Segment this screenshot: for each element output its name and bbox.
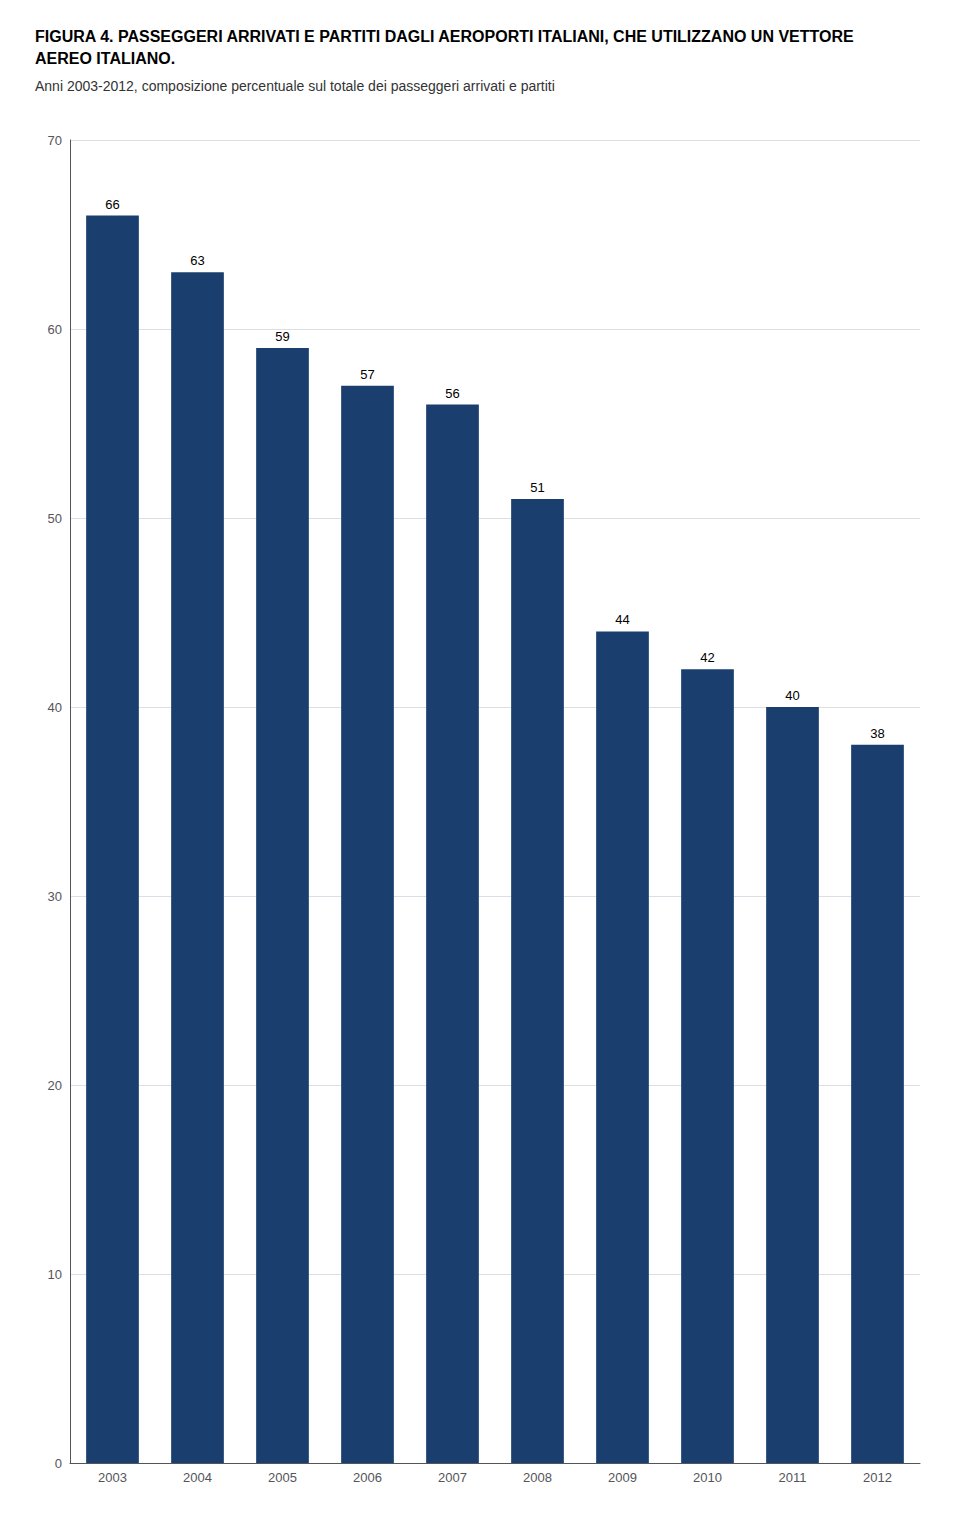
svg-text:57: 57 xyxy=(360,367,374,382)
svg-text:Anni 2003-2012, composizione p: Anni 2003-2012, composizione percentuale… xyxy=(35,78,555,94)
svg-text:AEREO ITALIANO.: AEREO ITALIANO. xyxy=(35,50,175,67)
svg-text:42: 42 xyxy=(700,650,714,665)
svg-text:2007: 2007 xyxy=(438,1470,467,1485)
svg-text:2012: 2012 xyxy=(863,1470,892,1485)
svg-text:2008: 2008 xyxy=(523,1470,552,1485)
svg-text:2006: 2006 xyxy=(353,1470,382,1485)
svg-text:10: 10 xyxy=(48,1267,62,1282)
svg-text:59: 59 xyxy=(275,329,289,344)
svg-text:FIGURA 4. PASSEGGERI ARRIVATI: FIGURA 4. PASSEGGERI ARRIVATI E PARTITI … xyxy=(35,28,858,45)
svg-text:40: 40 xyxy=(48,700,62,715)
svg-text:63: 63 xyxy=(190,253,204,268)
svg-text:2005: 2005 xyxy=(268,1470,297,1485)
svg-text:2009: 2009 xyxy=(608,1470,637,1485)
svg-text:2003: 2003 xyxy=(98,1470,127,1485)
svg-text:66: 66 xyxy=(105,197,119,212)
svg-text:60: 60 xyxy=(48,322,62,337)
svg-text:70: 70 xyxy=(48,133,62,148)
svg-text:2011: 2011 xyxy=(779,1470,807,1485)
svg-text:51: 51 xyxy=(530,480,544,495)
svg-text:44: 44 xyxy=(615,612,629,627)
svg-text:38: 38 xyxy=(870,726,884,741)
svg-text:40: 40 xyxy=(785,688,799,703)
svg-text:20: 20 xyxy=(48,1078,62,1093)
svg-text:2010: 2010 xyxy=(693,1470,722,1485)
svg-text:50: 50 xyxy=(48,511,62,526)
svg-text:56: 56 xyxy=(445,386,459,401)
svg-text:30: 30 xyxy=(48,889,62,904)
svg-text:2004: 2004 xyxy=(183,1470,212,1485)
svg-text:0: 0 xyxy=(55,1456,62,1471)
